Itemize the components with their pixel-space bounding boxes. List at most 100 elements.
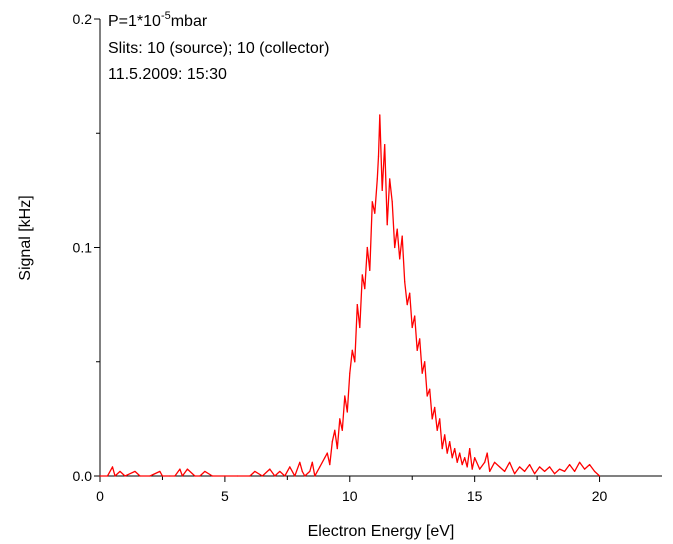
annotation-block: P=1*10-5mbar Slits: 10 (source); 10 (col… <box>108 10 329 83</box>
data-point <box>161 475 164 477</box>
data-point <box>509 461 511 463</box>
data-point <box>339 418 341 420</box>
data-point <box>356 304 358 306</box>
data-point <box>414 315 416 317</box>
data-point <box>314 475 316 477</box>
data-point <box>349 372 351 374</box>
data-point <box>249 475 251 477</box>
data-point <box>289 466 291 468</box>
y-axis-label: Signal [kHz] <box>17 195 34 280</box>
data-point <box>149 475 151 477</box>
data-point <box>99 475 101 477</box>
data-point <box>583 468 586 470</box>
data-point <box>106 475 109 477</box>
data-point <box>336 447 338 450</box>
x-tick-label: 10 <box>342 488 358 504</box>
data-point <box>311 461 313 463</box>
data-point <box>514 473 516 475</box>
data-point <box>494 461 496 463</box>
data-point <box>446 452 448 454</box>
data-point <box>404 281 406 283</box>
data-point <box>489 470 491 473</box>
data-point <box>474 457 476 459</box>
data-point <box>394 246 396 249</box>
data-point <box>261 475 263 477</box>
data-point <box>431 418 433 420</box>
data-point <box>504 470 506 473</box>
data-point <box>573 470 576 473</box>
annotation-pressure: P=1*10-5mbar <box>108 10 208 30</box>
data-point <box>396 228 398 230</box>
data-point <box>391 201 393 203</box>
data-point <box>376 178 378 180</box>
data-point <box>369 269 371 271</box>
x-tick-label: 0 <box>96 488 104 504</box>
data-point <box>364 288 366 290</box>
x-tick-label: 20 <box>592 488 608 504</box>
data-point <box>444 434 446 436</box>
annotation-pressure-unit: mbar <box>171 13 208 30</box>
data-point <box>331 441 333 443</box>
data-point <box>406 304 408 306</box>
series-0-line <box>100 114 601 477</box>
data-point <box>139 475 141 477</box>
data-point <box>588 463 591 466</box>
data-point <box>381 189 383 191</box>
data-point <box>377 155 380 157</box>
data-point <box>329 463 331 466</box>
data-point <box>124 475 126 477</box>
data-point <box>159 470 161 473</box>
data-point <box>326 452 328 454</box>
data-point <box>279 470 281 473</box>
data-point <box>351 349 353 351</box>
data-point <box>558 468 561 470</box>
data-point <box>539 466 541 468</box>
data-points <box>99 114 601 477</box>
data-point <box>479 468 481 470</box>
ticks <box>94 18 601 482</box>
data-point <box>301 470 303 473</box>
annotation-slits: Slits: 10 (source); 10 (collector) <box>108 40 329 57</box>
y-tick-label: 0.2 <box>73 11 93 27</box>
data-point <box>568 463 571 466</box>
x-axis-label: Electron Energy [eV] <box>308 523 455 540</box>
data-point <box>424 361 426 363</box>
axes <box>99 19 662 477</box>
data-point <box>454 447 456 450</box>
data-point <box>199 475 201 477</box>
data-point <box>384 144 386 146</box>
data-point <box>371 201 373 203</box>
data-point <box>274 475 276 477</box>
data-point <box>578 461 581 463</box>
data-point <box>411 326 413 329</box>
data-point <box>366 246 368 249</box>
data-point <box>449 441 451 443</box>
y-tick-label: 0.0 <box>73 468 93 484</box>
data-point <box>416 349 418 351</box>
data-point <box>471 468 473 470</box>
data-point <box>401 235 403 237</box>
data-point <box>534 473 536 475</box>
data-point <box>294 475 296 477</box>
data-point <box>119 470 121 473</box>
data-point <box>346 411 348 413</box>
annotation-pressure-exponent: -5 <box>161 10 171 22</box>
data-point <box>309 470 311 473</box>
data-point <box>389 178 391 180</box>
data-point <box>529 463 531 466</box>
data-point <box>341 429 343 431</box>
data-point <box>434 406 436 409</box>
data-point <box>436 429 438 431</box>
data-point <box>211 475 213 477</box>
data-point <box>499 466 501 468</box>
data-point <box>324 457 326 459</box>
data-point <box>553 473 556 475</box>
data-point <box>461 463 463 466</box>
data-point <box>544 470 546 473</box>
data-point <box>429 388 431 390</box>
data-point <box>563 470 566 473</box>
data-point <box>421 372 423 374</box>
data-point <box>299 461 301 463</box>
data-point <box>441 447 443 450</box>
